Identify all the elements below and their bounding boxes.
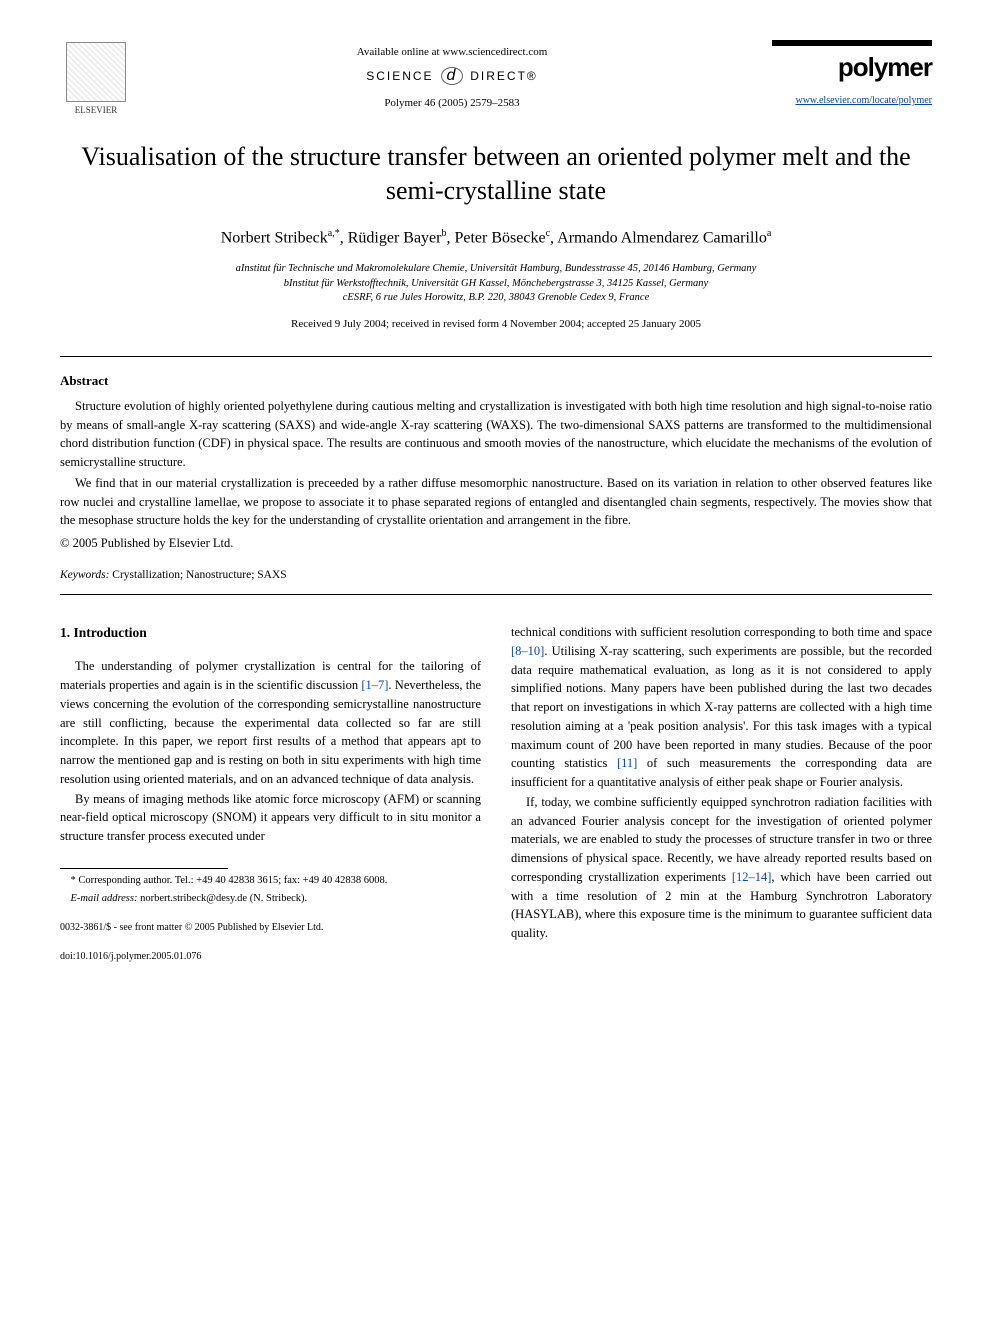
- affiliation-a: aInstitut für Technische und Makromoleku…: [60, 262, 932, 277]
- rule-below-keywords: [60, 594, 932, 595]
- footnote-rule: [60, 868, 228, 869]
- left-column: 1. Introduction The understanding of pol…: [60, 623, 481, 964]
- article-title: Visualisation of the structure transfer …: [60, 140, 932, 208]
- journal-reference: Polymer 46 (2005) 2579–2583: [132, 95, 772, 112]
- cite-11[interactable]: [11]: [617, 756, 637, 770]
- abstract-p2: We find that in our material crystalliza…: [60, 474, 932, 530]
- elsevier-logo: ELSEVIER: [60, 40, 132, 120]
- page-header: ELSEVIER Available online at www.science…: [60, 40, 932, 120]
- corresponding-author-footnote: * Corresponding author. Tel.: +49 40 428…: [60, 873, 481, 889]
- body-columns: 1. Introduction The understanding of pol…: [60, 623, 932, 964]
- footer-doi: doi:10.1016/j.polymer.2005.01.076: [60, 949, 481, 964]
- rule-above-abstract: [60, 356, 932, 357]
- abstract-copyright: © 2005 Published by Elsevier Ltd.: [60, 534, 932, 553]
- email-label: E-mail address:: [71, 893, 138, 904]
- elsevier-tree-icon: [66, 42, 126, 102]
- sd-left: SCIENCE: [366, 69, 433, 83]
- author-list: Norbert Stribecka,*, Rüdiger Bayerb, Pet…: [60, 226, 932, 250]
- polymer-bar-icon: [772, 40, 932, 46]
- intro-p3: technical conditions with sufficient res…: [511, 623, 932, 792]
- abstract-heading: Abstract: [60, 371, 932, 391]
- cite-1-7[interactable]: [1–7]: [361, 678, 388, 692]
- email-value: norbert.stribeck@desy.de (N. Stribeck).: [137, 893, 307, 904]
- keywords-label: Keywords:: [60, 569, 109, 581]
- polymer-journal-logo: polymer www.elsevier.com/locate/polymer: [772, 40, 932, 108]
- footer-issn: 0032-3861/$ - see front matter © 2005 Pu…: [60, 920, 481, 935]
- cite-12-14[interactable]: [12–14]: [732, 870, 772, 884]
- sd-right: DIRECT®: [470, 69, 538, 83]
- science-direct-logo: SCIENCE d DIRECT®: [132, 67, 772, 85]
- available-online-text: Available online at www.sciencedirect.co…: [132, 44, 772, 61]
- elsevier-label: ELSEVIER: [75, 104, 118, 118]
- cite-8-10[interactable]: [8–10]: [511, 644, 544, 658]
- keywords-text: Crystallization; Nanostructure; SAXS: [109, 569, 286, 581]
- abstract-p1: Structure evolution of highly oriented p…: [60, 397, 932, 472]
- section-1-heading: 1. Introduction: [60, 623, 481, 643]
- email-footnote: E-mail address: norbert.stribeck@desy.de…: [60, 891, 481, 907]
- polymer-word: polymer: [772, 48, 932, 87]
- sd-at-icon: d: [441, 67, 463, 85]
- keywords-line: Keywords: Crystallization; Nanostructure…: [60, 567, 932, 584]
- abstract-body: Structure evolution of highly oriented p…: [60, 397, 932, 530]
- header-center: Available online at www.sciencedirect.co…: [132, 40, 772, 111]
- intro-p1: The understanding of polymer crystalliza…: [60, 657, 481, 788]
- affiliation-c: cESRF, 6 rue Jules Horowitz, B.P. 220, 3…: [60, 291, 932, 306]
- intro-p4: If, today, we combine sufficiently equip…: [511, 793, 932, 943]
- right-column: technical conditions with sufficient res…: [511, 623, 932, 964]
- journal-homepage-link[interactable]: www.elsevier.com/locate/polymer: [772, 93, 932, 108]
- affiliations: aInstitut für Technische und Makromoleku…: [60, 262, 932, 306]
- affiliation-b: bInstitut für Werkstofftechnik, Universi…: [60, 277, 932, 292]
- intro-p2: By means of imaging methods like atomic …: [60, 790, 481, 846]
- article-dates: Received 9 July 2004; received in revise…: [60, 316, 932, 333]
